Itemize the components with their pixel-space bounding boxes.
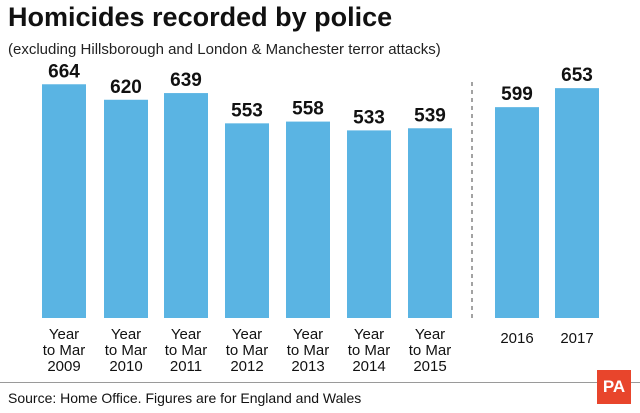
data-label-0: 664	[48, 61, 80, 82]
source-note: Source: Home Office. Figures are for Eng…	[8, 390, 362, 406]
x-tick-label-2-line-2: 2011	[170, 358, 202, 375]
pa-logo: PA	[597, 370, 631, 404]
data-label-8: 653	[561, 65, 593, 86]
bar-5	[347, 130, 391, 318]
x-tick-label-7-line-0: 2016	[500, 330, 533, 347]
data-label-3: 553	[231, 100, 263, 121]
x-tick-label-3-line-0: Year	[232, 326, 262, 343]
x-tick-label-5-line-2: 2014	[352, 358, 385, 375]
x-tick-label-0-line-2: 2009	[47, 358, 80, 375]
bar-2	[164, 93, 208, 319]
x-tick-label-8-line-0: 2017	[560, 330, 593, 347]
x-tick-label-6-line-0: Year	[415, 326, 445, 343]
x-tick-label-2-line-1: to Mar	[165, 342, 208, 359]
x-tick-label-3-line-1: to Mar	[226, 342, 269, 359]
x-tick-label-1-line-1: to Mar	[105, 342, 148, 359]
bar-3	[225, 123, 269, 319]
x-tick-label-0-line-0: Year	[49, 326, 79, 343]
chart-subtitle: (excluding Hillsborough and London & Man…	[8, 41, 441, 58]
data-label-2: 639	[170, 70, 202, 91]
x-tick-label-5-line-0: Year	[354, 326, 384, 343]
x-tick-label-6-line-1: to Mar	[409, 342, 452, 359]
x-tick-label-0-line-1: to Mar	[43, 342, 86, 359]
x-tick-label-1-line-2: 2010	[109, 358, 142, 375]
bar-1	[104, 99, 148, 318]
x-tick-label-4-line-0: Year	[293, 326, 323, 343]
data-label-4: 558	[292, 99, 324, 120]
bar-4	[286, 121, 330, 318]
chart-title: Homicides recorded by police	[8, 2, 393, 32]
x-tick-label-4-line-1: to Mar	[287, 342, 330, 359]
bar-0	[42, 84, 86, 318]
data-label-6: 539	[414, 105, 446, 126]
x-tick-label-2-line-0: Year	[171, 326, 201, 343]
bottom-rule	[0, 382, 640, 383]
data-label-1: 620	[110, 77, 142, 98]
data-label-5: 533	[353, 107, 385, 128]
bar-6	[408, 128, 452, 318]
x-tick-label-3-line-2: 2012	[230, 358, 263, 375]
data-label-7: 599	[501, 84, 533, 105]
bar-7	[495, 107, 539, 318]
x-tick-label-5-line-1: to Mar	[348, 342, 391, 359]
bar-8	[555, 88, 599, 318]
x-tick-label-1-line-0: Year	[111, 326, 141, 343]
x-tick-label-4-line-2: 2013	[291, 358, 324, 375]
x-tick-label-6-line-2: 2015	[413, 358, 446, 375]
